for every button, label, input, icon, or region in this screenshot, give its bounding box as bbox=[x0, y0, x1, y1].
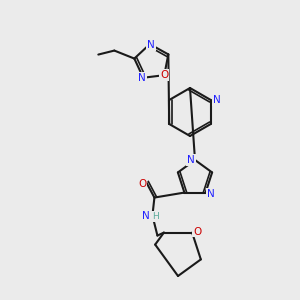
Text: N: N bbox=[142, 211, 149, 220]
Text: O: O bbox=[138, 178, 146, 189]
Text: N: N bbox=[213, 95, 221, 105]
Text: O: O bbox=[160, 70, 168, 80]
Text: H: H bbox=[152, 212, 159, 221]
Text: N: N bbox=[187, 155, 195, 165]
Text: O: O bbox=[193, 226, 201, 237]
Text: N: N bbox=[138, 73, 146, 83]
Text: N: N bbox=[207, 189, 214, 199]
Text: N: N bbox=[147, 40, 155, 50]
